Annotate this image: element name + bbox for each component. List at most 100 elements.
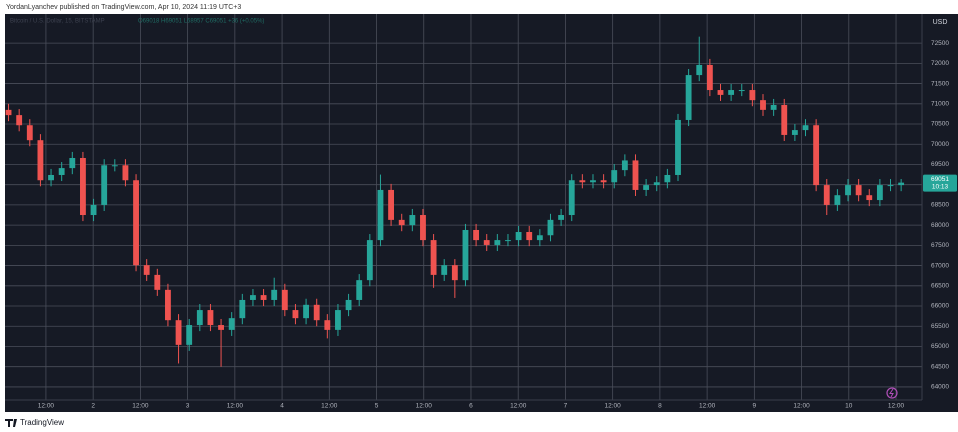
y-tick-label: 67500 [931, 242, 949, 249]
candle-body [345, 299, 352, 311]
candle-body [430, 240, 437, 275]
y-tick-label: 64000 [931, 384, 949, 391]
time-axis [5, 400, 958, 412]
candle-body [664, 174, 671, 183]
candle-body [5, 109, 12, 116]
candle-body [37, 140, 44, 181]
candle-body [48, 174, 54, 181]
candle-body [388, 189, 395, 220]
candle-body [122, 165, 129, 181]
candle-body [313, 304, 320, 321]
candle-body [866, 195, 873, 201]
x-tick-label: 3 [186, 403, 190, 410]
y-tick-label: 72500 [931, 40, 949, 47]
y-tick-label: 70000 [931, 141, 949, 148]
candle-body [770, 105, 777, 110]
candle-body [876, 185, 883, 201]
candle-body [643, 185, 650, 190]
candle-body [675, 119, 681, 175]
candle-body [303, 304, 309, 319]
candle-body [717, 90, 724, 95]
x-tick-label: 10 [845, 403, 853, 410]
candle-body [632, 160, 639, 190]
y-tick-label: 66500 [931, 283, 949, 290]
x-tick-label: 4 [280, 403, 284, 410]
candle-body [101, 165, 108, 205]
candle-body [600, 180, 607, 183]
candle-body [324, 320, 331, 330]
x-tick-label: 2 [91, 403, 95, 410]
x-tick-label: 8 [658, 403, 662, 410]
plot-background [5, 14, 958, 412]
candle-body [653, 182, 660, 186]
x-tick-label: 7 [564, 403, 568, 410]
y-tick-label: 71000 [931, 101, 949, 108]
candle-body [781, 105, 788, 135]
candle-body [749, 90, 756, 101]
y-tick-label: 69500 [931, 161, 949, 168]
x-tick-label: 12:00 [888, 403, 905, 410]
candle-body [813, 125, 820, 186]
candle-body [855, 185, 862, 196]
candle-body [579, 180, 586, 183]
candle-body [834, 195, 841, 205]
candle-body [823, 185, 830, 205]
candle-body [143, 265, 150, 275]
candle-body [526, 232, 533, 241]
alert-icon [886, 387, 898, 399]
candle-body [186, 325, 193, 345]
x-tick-label: 6 [469, 403, 473, 410]
candle-body [165, 289, 171, 321]
candle-body [260, 295, 267, 300]
candle-body [621, 160, 628, 171]
ohlc-legend: O69018 H69051 L68957 C69051 +36 (+0.05%) [138, 19, 264, 25]
candle-body [409, 215, 416, 226]
candle-body [685, 75, 692, 120]
x-tick-label: 12:00 [793, 403, 810, 410]
candle-body [558, 215, 565, 220]
candle-body [398, 219, 405, 226]
candle-body [462, 229, 469, 281]
y-tick-label: 68000 [931, 222, 949, 229]
candle-body [420, 215, 426, 241]
candles [5, 36, 905, 367]
countdown-label: 10:13 [932, 183, 949, 190]
candle-body [16, 115, 23, 126]
candle-body [441, 265, 448, 275]
symbol-legend: Bitcoin / U.S. Dollar, 15, BITSTAMP [10, 19, 105, 25]
candle-body [898, 182, 905, 186]
x-tick-label: 12:00 [510, 403, 527, 410]
x-tick-label: 5 [375, 403, 379, 410]
candle-body [356, 280, 363, 300]
chart-title: YordanLyanchev published on TradingView.… [6, 4, 241, 11]
price-axis [922, 14, 958, 412]
candle-body [845, 185, 851, 196]
candle-body [218, 325, 224, 330]
candle-body [728, 90, 735, 95]
x-tick-label: 12:00 [227, 403, 244, 410]
candle-body [335, 310, 341, 330]
candle-body [738, 90, 745, 92]
x-tick-label: 12:00 [321, 403, 338, 410]
candle-body [80, 157, 86, 216]
candle-body [696, 64, 703, 76]
x-tick-label: 12:00 [132, 403, 149, 410]
y-tick-label: 72000 [931, 60, 949, 67]
candle-body [58, 168, 65, 175]
candle-body [802, 125, 809, 131]
y-tick-label: 68500 [931, 202, 949, 209]
candle-body [494, 240, 501, 245]
candle-body [111, 165, 118, 167]
x-tick-label: 12:00 [38, 403, 55, 410]
grid [5, 14, 922, 400]
candle-body [228, 318, 235, 330]
candle-body [90, 204, 97, 216]
candle-body [196, 310, 203, 326]
candle-body [377, 189, 384, 241]
y-tick-label: 64500 [931, 363, 949, 370]
y-tick-label: 65500 [931, 323, 949, 330]
candle-body [611, 170, 618, 183]
candle-body [281, 289, 288, 311]
